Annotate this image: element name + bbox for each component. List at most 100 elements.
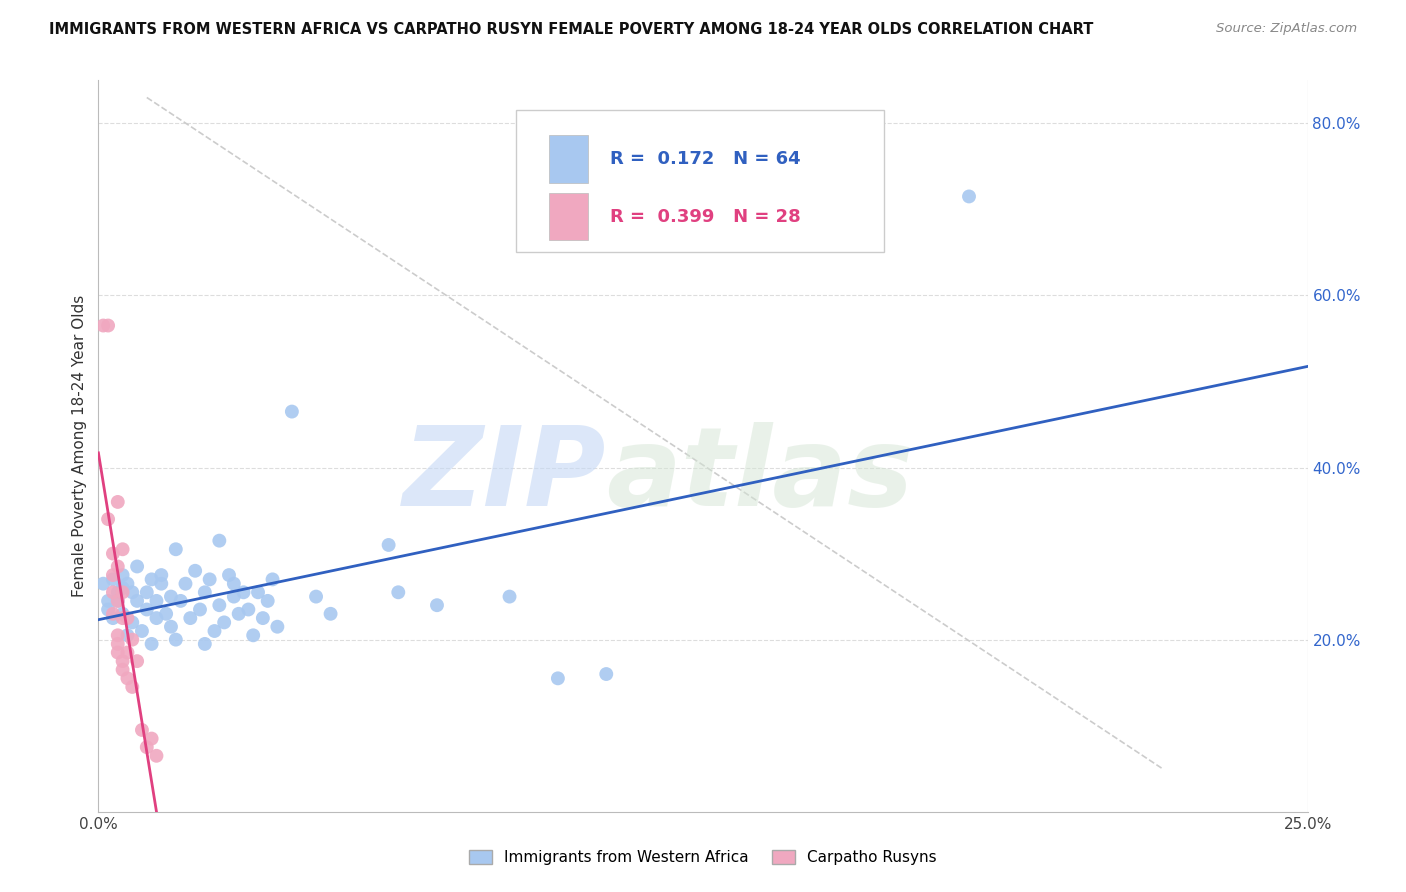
- Point: [107, 495, 129, 509]
- Point: [194, 585, 217, 599]
- Point: [141, 573, 163, 587]
- Point: [184, 564, 207, 578]
- Point: [111, 611, 134, 625]
- Point: [194, 637, 217, 651]
- Text: R =  0.172   N = 64: R = 0.172 N = 64: [610, 150, 800, 168]
- Point: [121, 632, 143, 647]
- Point: [188, 602, 211, 616]
- Point: [387, 585, 409, 599]
- Point: [208, 533, 231, 548]
- Point: [266, 620, 288, 634]
- Point: [111, 585, 134, 599]
- Point: [498, 590, 520, 604]
- Point: [107, 594, 129, 608]
- Point: [169, 594, 191, 608]
- Point: [101, 573, 124, 587]
- Point: [91, 576, 114, 591]
- Point: [150, 576, 173, 591]
- Point: [117, 576, 139, 591]
- Point: [107, 646, 129, 660]
- Point: [160, 590, 183, 604]
- Point: [111, 607, 134, 621]
- Point: [135, 585, 157, 599]
- Point: [247, 585, 270, 599]
- Point: [117, 628, 139, 642]
- Point: [174, 576, 197, 591]
- Point: [97, 594, 120, 608]
- Point: [256, 594, 278, 608]
- Point: [111, 654, 134, 668]
- Point: [957, 189, 980, 203]
- Text: R =  0.399   N = 28: R = 0.399 N = 28: [610, 208, 800, 226]
- Point: [91, 318, 114, 333]
- Point: [228, 607, 250, 621]
- Text: atlas: atlas: [606, 422, 914, 529]
- Point: [426, 598, 449, 612]
- Point: [127, 654, 149, 668]
- Point: [101, 568, 124, 582]
- FancyBboxPatch shape: [516, 110, 884, 252]
- Point: [547, 671, 569, 685]
- Point: [117, 646, 139, 660]
- Point: [218, 568, 240, 582]
- Point: [117, 671, 139, 685]
- Point: [141, 637, 163, 651]
- Point: [204, 624, 226, 638]
- Point: [131, 624, 153, 638]
- Point: [131, 723, 153, 737]
- Point: [150, 568, 173, 582]
- Point: [155, 607, 177, 621]
- Point: [97, 512, 120, 526]
- Point: [101, 607, 124, 621]
- Point: [107, 585, 129, 599]
- Point: [141, 731, 163, 746]
- Point: [242, 628, 264, 642]
- Point: [121, 680, 143, 694]
- Point: [121, 585, 143, 599]
- Text: IMMIGRANTS FROM WESTERN AFRICA VS CARPATHO RUSYN FEMALE POVERTY AMONG 18-24 YEAR: IMMIGRANTS FROM WESTERN AFRICA VS CARPAT…: [49, 22, 1094, 37]
- Point: [208, 598, 231, 612]
- Point: [97, 318, 120, 333]
- FancyBboxPatch shape: [550, 193, 588, 241]
- Point: [145, 748, 167, 763]
- Point: [179, 611, 201, 625]
- Point: [117, 611, 139, 625]
- Point: [97, 602, 120, 616]
- Point: [107, 594, 129, 608]
- Legend: Immigrants from Western Africa, Carpatho Rusyns: Immigrants from Western Africa, Carpatho…: [465, 846, 941, 870]
- Point: [111, 542, 134, 557]
- Point: [101, 547, 124, 561]
- Text: Source: ZipAtlas.com: Source: ZipAtlas.com: [1216, 22, 1357, 36]
- Point: [160, 620, 183, 634]
- Point: [127, 559, 149, 574]
- Point: [281, 404, 304, 418]
- Point: [232, 585, 254, 599]
- Point: [319, 607, 342, 621]
- Point: [107, 559, 129, 574]
- Point: [111, 568, 134, 582]
- Point: [121, 615, 143, 630]
- Point: [107, 628, 129, 642]
- Point: [127, 594, 149, 608]
- Point: [252, 611, 274, 625]
- Point: [111, 581, 134, 595]
- Point: [135, 740, 157, 755]
- Point: [165, 542, 187, 557]
- Point: [145, 611, 167, 625]
- Point: [101, 611, 124, 625]
- Text: ZIP: ZIP: [402, 422, 606, 529]
- Point: [165, 632, 187, 647]
- FancyBboxPatch shape: [550, 136, 588, 183]
- Point: [222, 576, 245, 591]
- Y-axis label: Female Poverty Among 18-24 Year Olds: Female Poverty Among 18-24 Year Olds: [72, 295, 87, 597]
- Point: [305, 590, 328, 604]
- Point: [595, 667, 617, 681]
- Point: [107, 637, 129, 651]
- Point: [212, 615, 235, 630]
- Point: [135, 602, 157, 616]
- Point: [222, 590, 245, 604]
- Point: [262, 573, 284, 587]
- Point: [145, 594, 167, 608]
- Point: [198, 573, 221, 587]
- Point: [238, 602, 260, 616]
